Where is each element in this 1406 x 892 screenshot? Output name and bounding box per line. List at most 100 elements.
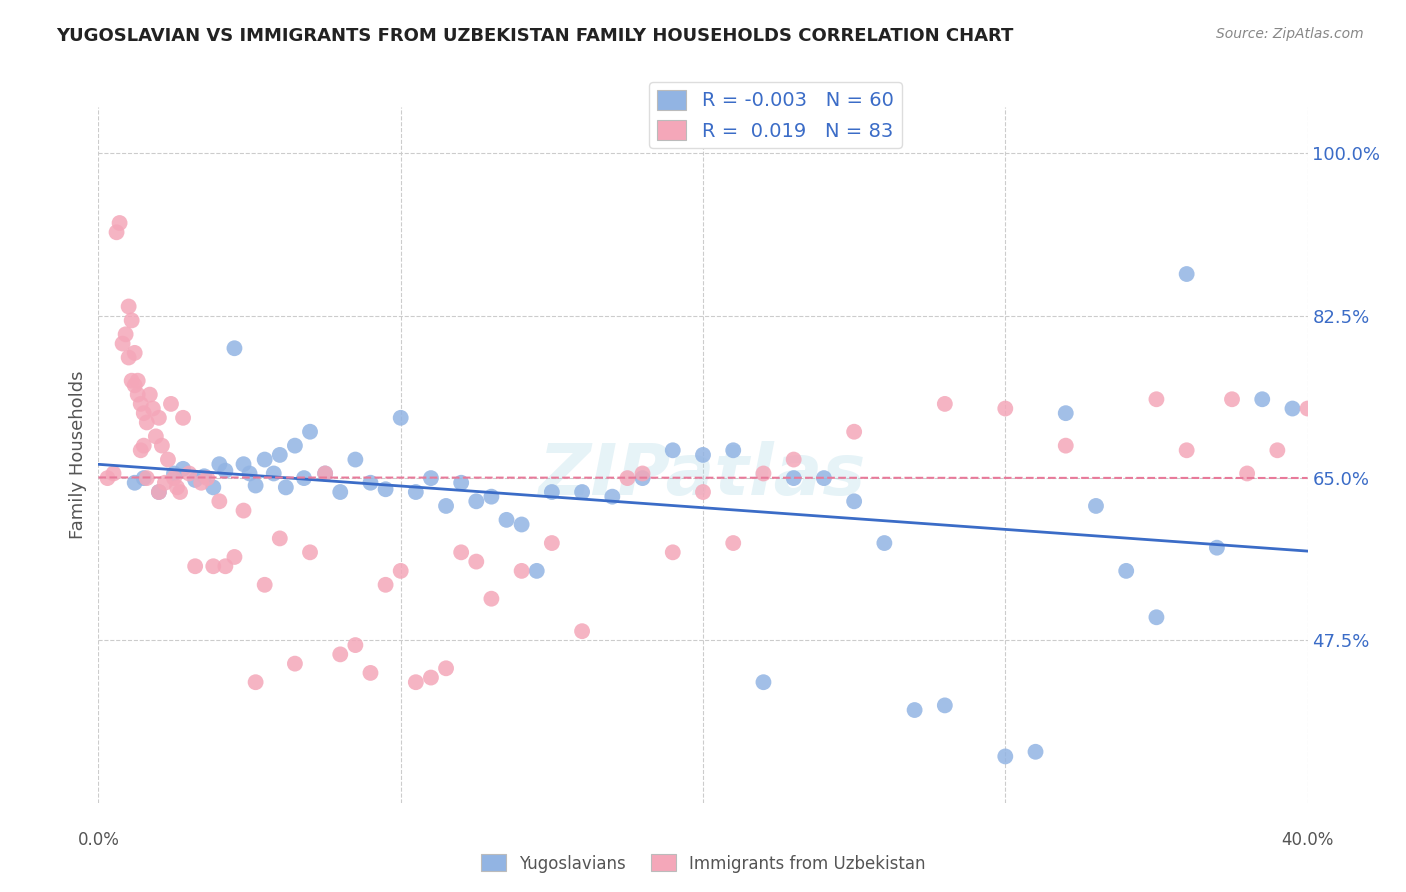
Point (172, 410, 194, 425)
Point (389, 410, 412, 425)
Point (420, 671, 443, 685)
Point (299, 545, 322, 559)
Point (96, 471, 118, 485)
Point (783, 471, 806, 485)
Point (873, 536, 896, 550)
Point (202, 559, 225, 574)
Point (263, 467, 285, 481)
Text: Source: ZipAtlas.com: Source: ZipAtlas.com (1216, 27, 1364, 41)
Point (156, 452, 179, 467)
Point (108, 216, 131, 230)
Point (1327, 425, 1350, 439)
Point (1054, 439, 1077, 453)
Point (1296, 401, 1319, 416)
Point (844, 494, 866, 508)
Point (150, 439, 173, 453)
Point (844, 425, 866, 439)
Point (813, 471, 835, 485)
Legend: Yugoslavians, Immigrants from Uzbekistan: Yugoslavians, Immigrants from Uzbekistan (474, 847, 932, 880)
Point (1115, 564, 1137, 578)
Point (1146, 392, 1168, 407)
Point (510, 564, 533, 578)
Point (495, 513, 517, 527)
Point (1357, 439, 1379, 453)
Point (1175, 267, 1198, 281)
Point (184, 559, 207, 574)
Point (994, 401, 1017, 416)
Point (723, 536, 745, 550)
Point (121, 374, 143, 388)
Point (184, 473, 207, 487)
Point (179, 467, 201, 481)
Point (526, 564, 548, 578)
Point (360, 665, 382, 680)
Point (616, 471, 638, 485)
Point (129, 397, 152, 411)
Point (661, 545, 683, 559)
Point (224, 341, 246, 355)
Point (232, 503, 254, 517)
Point (145, 429, 167, 443)
Text: 40.0%: 40.0% (1281, 830, 1334, 848)
Point (1388, 406, 1406, 420)
Point (118, 300, 141, 314)
Point (132, 439, 155, 453)
Point (284, 657, 307, 671)
Point (127, 374, 149, 388)
Point (631, 467, 654, 481)
Text: 0.0%: 0.0% (77, 830, 120, 848)
Point (142, 401, 165, 416)
Point (329, 648, 352, 662)
Point (329, 485, 352, 500)
Point (752, 675, 775, 690)
Point (1267, 443, 1289, 458)
Point (374, 578, 396, 592)
Point (132, 406, 155, 420)
Point (692, 485, 714, 500)
Point (374, 482, 396, 496)
Point (783, 452, 806, 467)
Point (193, 469, 215, 483)
Point (148, 485, 170, 500)
Y-axis label: Family Households: Family Households (69, 371, 87, 539)
Point (245, 675, 267, 690)
Point (172, 462, 194, 476)
Point (1281, 401, 1303, 416)
Point (405, 675, 427, 690)
Point (208, 494, 231, 508)
Point (195, 471, 218, 485)
Point (1236, 467, 1258, 481)
Point (723, 443, 745, 458)
Point (571, 485, 593, 500)
Point (465, 555, 488, 569)
Point (253, 578, 276, 592)
Point (224, 549, 246, 564)
Legend: R = -0.003   N = 60, R =  0.019   N = 83: R = -0.003 N = 60, R = 0.019 N = 83 (650, 82, 901, 148)
Point (450, 475, 472, 490)
Point (631, 471, 654, 485)
Point (169, 485, 191, 500)
Point (661, 443, 683, 458)
Point (274, 480, 297, 494)
Point (450, 545, 472, 559)
Point (153, 475, 176, 490)
Point (103, 467, 125, 481)
Point (124, 475, 146, 490)
Point (284, 439, 307, 453)
Point (540, 536, 562, 550)
Point (135, 416, 157, 430)
Point (269, 448, 291, 462)
Point (1175, 443, 1198, 458)
Point (1220, 392, 1243, 407)
Point (904, 703, 927, 717)
Point (1206, 541, 1229, 555)
Point (245, 478, 267, 492)
Point (540, 485, 562, 500)
Point (481, 591, 503, 606)
Point (129, 443, 152, 458)
Point (202, 480, 225, 494)
Point (344, 452, 367, 467)
Point (465, 494, 488, 508)
Point (214, 559, 236, 574)
Point (163, 471, 186, 485)
